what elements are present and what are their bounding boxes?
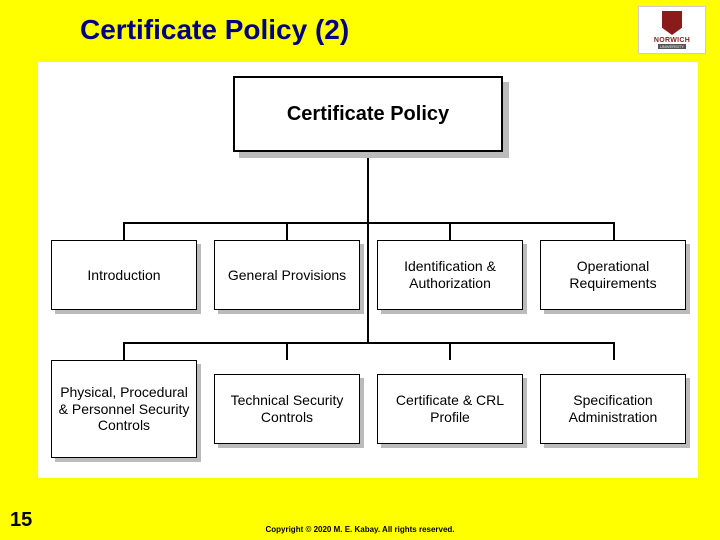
- node-label: Identification & Authorization: [377, 240, 523, 310]
- connector-root-vertical: [367, 158, 369, 222]
- connector-col2-r2: [286, 342, 288, 360]
- connector-row2-horizontal: [124, 342, 614, 344]
- node-identification-authorization: Identification & Authorization: [377, 240, 523, 310]
- node-label: Operational Requirements: [540, 240, 686, 310]
- node-label: Physical, Procedural & Personnel Securit…: [51, 360, 197, 458]
- node-physical-procedural-personnel: Physical, Procedural & Personnel Securit…: [51, 360, 197, 458]
- logo-subtitle: UNIVERSITY: [658, 44, 686, 49]
- connector-col3-r1: [449, 222, 451, 240]
- node-operational-requirements: Operational Requirements: [540, 240, 686, 310]
- university-logo: NORWICH UNIVERSITY: [638, 6, 706, 54]
- node-label: Introduction: [51, 240, 197, 310]
- node-specification-administration: Specification Administration: [540, 374, 686, 444]
- connector-stem-left: [367, 222, 369, 342]
- connector-col2-r1: [286, 222, 288, 240]
- node-certificate-crl-profile: Certificate & CRL Profile: [377, 374, 523, 444]
- node-introduction: Introduction: [51, 240, 197, 310]
- node-technical-security-controls: Technical Security Controls: [214, 374, 360, 444]
- crest-icon: [662, 11, 682, 35]
- slide-title: Certificate Policy (2): [80, 14, 349, 46]
- connector-col4-r1: [613, 222, 615, 240]
- connector-col1-r1: [123, 222, 125, 240]
- org-chart-diagram: Certificate Policy Introduction General …: [38, 62, 698, 478]
- node-label: General Provisions: [214, 240, 360, 310]
- node-general-provisions: General Provisions: [214, 240, 360, 310]
- connector-col1-r2: [123, 342, 125, 360]
- connector-row1-horizontal: [124, 222, 614, 224]
- root-inner: Certificate Policy: [233, 76, 503, 152]
- slide-number: 15: [10, 509, 32, 532]
- connector-col3-r2: [449, 342, 451, 360]
- node-label: Specification Administration: [540, 374, 686, 444]
- copyright-text: Copyright © 2020 M. E. Kabay. All rights…: [265, 525, 454, 534]
- node-label: Technical Security Controls: [214, 374, 360, 444]
- root-node: Certificate Policy: [233, 76, 503, 152]
- node-label: Certificate & CRL Profile: [377, 374, 523, 444]
- logo-name: NORWICH: [654, 37, 690, 44]
- root-label: Certificate Policy: [287, 103, 449, 126]
- connector-col4-r2: [613, 342, 615, 360]
